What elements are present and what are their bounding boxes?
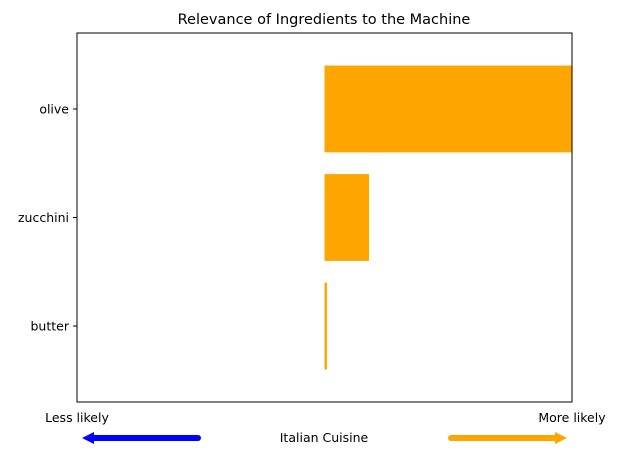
bars-group [324, 65, 572, 370]
bar-olive [324, 65, 572, 153]
right-end-label: More likely [538, 410, 606, 425]
right-arrow-head [555, 432, 567, 444]
direction-arrows [82, 432, 567, 444]
y-tick-label-butter: butter [31, 319, 70, 334]
bar-butter [324, 282, 327, 370]
chart-title: Relevance of Ingredients to the Machine [178, 12, 471, 28]
y-tick-label-olive: olive [39, 101, 69, 116]
y-tick-label-zucchini: zucchini [18, 210, 69, 225]
left-arrow-head [82, 432, 94, 444]
bar-zucchini [324, 174, 370, 261]
y-ticks-group: olive zucchini butter [18, 101, 77, 334]
left-end-label: Less likely [45, 410, 109, 425]
x-axis-label: Italian Cuisine [280, 430, 369, 445]
